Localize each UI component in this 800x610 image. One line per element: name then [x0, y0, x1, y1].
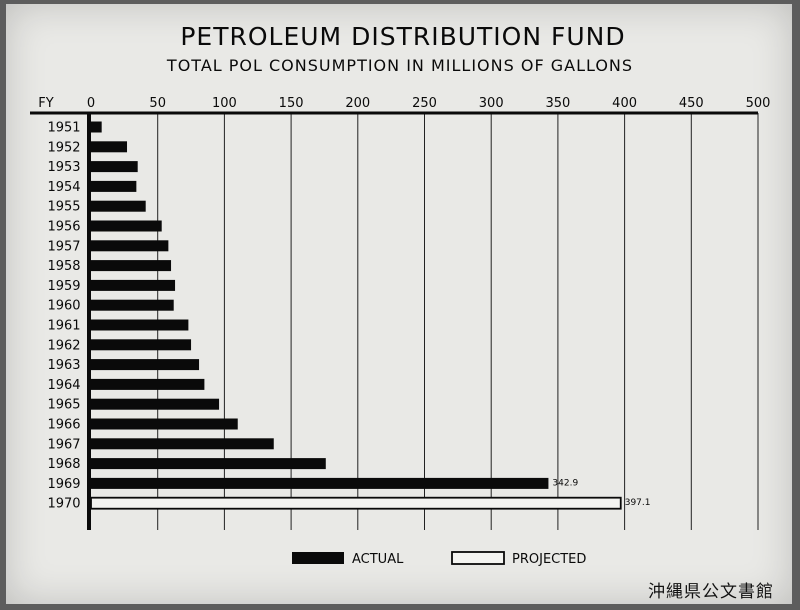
legend-swatch-projected: [451, 551, 505, 565]
x-tick-label: 350: [545, 96, 570, 111]
bar-actual: [91, 359, 200, 371]
data-label: 342.9: [552, 478, 578, 488]
bar-actual: [91, 180, 137, 192]
category-label: 1969: [47, 477, 80, 492]
category-label: 1968: [47, 457, 80, 472]
bar-actual: [91, 418, 238, 430]
category-label: 1964: [47, 378, 80, 393]
x-tick-label: 200: [345, 96, 370, 111]
category-label: 1970: [47, 497, 80, 512]
category-label: 1965: [47, 398, 80, 413]
category-label: 1966: [47, 418, 80, 433]
category-label: 1959: [47, 279, 80, 294]
x-tick-label: 450: [679, 96, 704, 111]
x-tick-label: 250: [412, 96, 437, 111]
legend-swatch-actual: [292, 552, 344, 564]
category-label: 1963: [47, 358, 80, 373]
bar-actual: [91, 141, 128, 153]
x-tick-label: 100: [212, 96, 237, 111]
bar-projected: [90, 496, 622, 510]
chart-title: PETROLEUM DISTRIBUTION FUND: [180, 22, 625, 51]
category-label: 1953: [47, 160, 80, 175]
plot-area: 0 50 100 150 200 250 300 350 400 450 500 FY 1951 1952…: [30, 96, 770, 567]
legend-label: ACTUAL: [352, 552, 404, 567]
x-tick-label: 50: [149, 96, 166, 111]
x-tick-label: 500: [746, 96, 771, 111]
bar-actual: [91, 378, 205, 390]
x-tick-label: 300: [479, 96, 504, 111]
category-axis-label: FY: [38, 96, 53, 111]
data-label: 397.1: [625, 498, 651, 508]
x-tick-label: 150: [279, 96, 304, 111]
category-label: 1958: [47, 259, 80, 274]
category-label: 1952: [47, 140, 80, 155]
bar-actual: [91, 319, 189, 331]
bar-actual: [91, 477, 549, 489]
bar-actual: [91, 260, 172, 272]
bar-actual: [91, 279, 176, 291]
bar-actual: [91, 240, 169, 252]
chart-subtitle: TOTAL POL CONSUMPTION IN MILLIONS OF GAL…: [166, 56, 633, 75]
bar-actual: [91, 220, 162, 232]
category-label: 1954: [47, 180, 80, 195]
category-label: 1957: [47, 239, 80, 254]
bar-actual: [91, 121, 102, 133]
category-label: 1961: [47, 319, 80, 334]
legend-label: PROJECTED: [512, 552, 586, 567]
bar-actual: [91, 299, 174, 311]
x-tick-label: 400: [612, 96, 637, 111]
category-label: 1962: [47, 338, 80, 353]
bar-actual: [91, 438, 274, 450]
bar-actual: [91, 200, 146, 212]
archive-stamp: 沖縄県公文書館: [648, 582, 774, 602]
category-label: 1955: [47, 200, 80, 215]
bar-actual: [91, 458, 326, 470]
bar-actual: [91, 339, 192, 351]
category-label: 1967: [47, 437, 80, 452]
bar-actual: [91, 161, 138, 173]
category-label: 1956: [47, 220, 80, 235]
category-label: 1960: [47, 299, 80, 314]
category-label: 1951: [47, 121, 80, 136]
x-tick-label: 0: [87, 96, 95, 111]
bar-actual: [91, 398, 220, 410]
